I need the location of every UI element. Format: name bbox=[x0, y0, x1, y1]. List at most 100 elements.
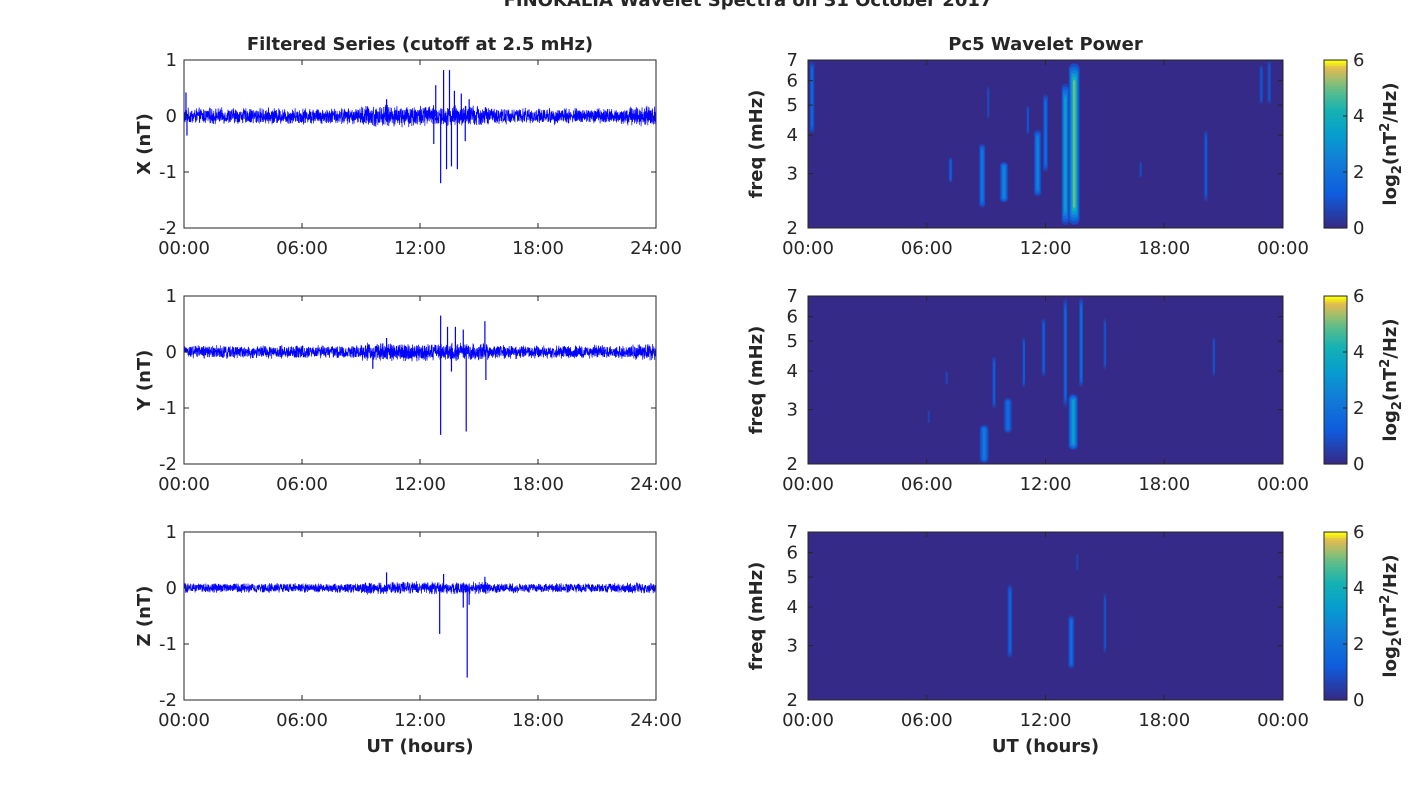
colorbar-step bbox=[1324, 314, 1347, 318]
power-level bbox=[1104, 598, 1107, 648]
power-level bbox=[1072, 80, 1076, 208]
colorbar-tick-label: 4 bbox=[1353, 578, 1364, 599]
colorbar-step bbox=[1324, 408, 1347, 413]
colorbar-step bbox=[1324, 191, 1347, 195]
colorbar-frame bbox=[1323, 59, 1348, 229]
y-tick-label: 6 bbox=[787, 543, 798, 564]
y-axis-label: Y (nT) bbox=[134, 350, 155, 412]
colorbar-step bbox=[1324, 453, 1347, 457]
colorbar-step bbox=[1324, 165, 1347, 169]
colorbar-label: log2(nT2/Hz) bbox=[1378, 82, 1405, 205]
y-tick-label: 2 bbox=[787, 690, 798, 711]
colorbar-step bbox=[1324, 592, 1347, 596]
colorbar-step bbox=[1324, 618, 1347, 622]
colorbar-step bbox=[1324, 458, 1347, 462]
y-tick-label: 3 bbox=[787, 164, 798, 185]
y-tick-label: 6 bbox=[787, 71, 798, 92]
colorbar-step bbox=[1324, 193, 1347, 198]
colorbar-step bbox=[1324, 697, 1347, 701]
figure-title: FINOKALIA Wavelet Spectra on 31 October … bbox=[504, 0, 993, 11]
colorbar-frame bbox=[1323, 295, 1348, 465]
colorbar-step bbox=[1324, 545, 1347, 549]
signal-trace bbox=[183, 104, 657, 128]
colorbar-step bbox=[1324, 647, 1347, 651]
x-tick-label: 00:00 bbox=[1257, 474, 1309, 495]
colorbar-step bbox=[1324, 361, 1347, 365]
colorbar-step bbox=[1324, 319, 1347, 323]
colorbar-step bbox=[1324, 676, 1347, 680]
colorbar-tick-label: 6 bbox=[1353, 50, 1364, 71]
colorbar-step bbox=[1324, 539, 1347, 544]
power-level bbox=[981, 150, 983, 202]
power-level bbox=[1009, 591, 1011, 651]
colorbar-step bbox=[1324, 390, 1347, 394]
colorbar-step bbox=[1324, 209, 1347, 213]
colorbar-step bbox=[1324, 301, 1347, 305]
y-tick-label: 4 bbox=[787, 597, 798, 618]
colorbar-tick-label: 6 bbox=[1353, 522, 1364, 543]
colorbar-step bbox=[1324, 306, 1347, 310]
x-tick-label: 12:00 bbox=[394, 710, 446, 731]
colorbar: 6 4 2 0 log2(nT2/Hz) bbox=[1323, 286, 1405, 475]
x-tick-label: 00:00 bbox=[782, 710, 834, 731]
power-level bbox=[1043, 324, 1045, 371]
y-tick-label: 4 bbox=[787, 125, 798, 146]
colorbar-step bbox=[1324, 102, 1347, 106]
colorbar-step bbox=[1324, 351, 1347, 355]
colorbar-step bbox=[1324, 445, 1347, 449]
colorbar-step bbox=[1324, 125, 1347, 129]
colorbar-step bbox=[1324, 616, 1347, 620]
x-tick-label: 00:00 bbox=[158, 474, 210, 495]
power-level bbox=[1260, 68, 1263, 101]
colorbar-step bbox=[1324, 180, 1347, 184]
plot-area bbox=[184, 60, 656, 228]
colorbar-step bbox=[1324, 196, 1347, 200]
power-blob bbox=[1068, 63, 1080, 225]
y-tick-label: 3 bbox=[787, 636, 798, 657]
power-blob bbox=[1026, 105, 1030, 135]
colorbar-step bbox=[1324, 644, 1347, 649]
power-blob bbox=[1103, 592, 1107, 654]
y-tick-label: 0 bbox=[166, 342, 177, 363]
x-tick-label: 18:00 bbox=[512, 710, 564, 731]
colorbar-step bbox=[1324, 372, 1347, 376]
colorbar-step bbox=[1324, 621, 1347, 625]
colorbar-step bbox=[1324, 183, 1347, 187]
colorbar-step bbox=[1324, 130, 1347, 135]
x-tick-label: 18:00 bbox=[1138, 238, 1190, 259]
colorbar-step bbox=[1324, 542, 1347, 546]
colorbar-step bbox=[1324, 581, 1347, 586]
y-axis-label: X (nT) bbox=[134, 113, 155, 175]
power-blob bbox=[1007, 584, 1013, 659]
colorbar-step bbox=[1324, 416, 1347, 420]
x-tick-label: 18:00 bbox=[512, 238, 564, 259]
colorbar-step bbox=[1324, 689, 1347, 693]
colorbar-step bbox=[1324, 411, 1347, 415]
power-level bbox=[1044, 102, 1047, 164]
colorbar-step bbox=[1324, 144, 1347, 148]
colorbar-step bbox=[1324, 364, 1347, 368]
colorbar-step bbox=[1324, 684, 1347, 688]
colorbar-step bbox=[1324, 395, 1347, 399]
x-tick-label: 06:00 bbox=[901, 238, 953, 259]
colorbar-step bbox=[1324, 88, 1347, 93]
colorbar-step bbox=[1324, 296, 1347, 300]
colorbar-step bbox=[1324, 450, 1347, 455]
y-tick-label: 5 bbox=[787, 567, 798, 588]
colorbar-frame bbox=[1323, 531, 1348, 701]
colorbar-step bbox=[1324, 338, 1347, 342]
y-tick-label: 2 bbox=[787, 218, 798, 239]
colorbar-step bbox=[1324, 136, 1347, 140]
power-level bbox=[1027, 108, 1029, 132]
y-tick-label: -1 bbox=[159, 398, 177, 419]
colorbar-step bbox=[1324, 555, 1347, 559]
colorbar-step bbox=[1324, 62, 1347, 66]
x-axis-label: UT (hours) bbox=[366, 736, 473, 757]
colorbar-step bbox=[1324, 658, 1347, 662]
colorbar-step bbox=[1324, 566, 1347, 570]
panel-title: Pc5 Wavelet Power bbox=[948, 34, 1143, 55]
colorbar-step bbox=[1324, 668, 1347, 672]
colorbar-step bbox=[1324, 448, 1347, 452]
colorbar-step bbox=[1324, 608, 1347, 612]
colorbar-step bbox=[1324, 401, 1347, 405]
